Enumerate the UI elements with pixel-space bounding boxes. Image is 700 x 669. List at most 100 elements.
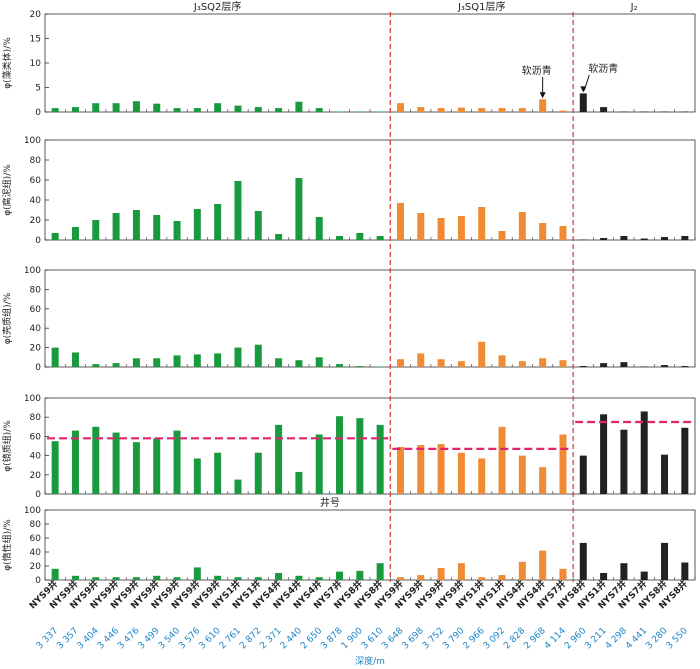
bar bbox=[112, 577, 120, 580]
bar bbox=[234, 347, 242, 367]
annotation-arrowhead bbox=[580, 86, 587, 93]
bar bbox=[295, 360, 303, 367]
bar bbox=[356, 570, 364, 580]
bar bbox=[275, 234, 283, 240]
bar bbox=[417, 353, 425, 367]
group-label: J₂ bbox=[630, 2, 638, 13]
bar bbox=[214, 452, 222, 494]
y-tick-label: 40 bbox=[30, 452, 42, 462]
bar bbox=[254, 211, 262, 240]
bar bbox=[71, 227, 79, 240]
bar bbox=[295, 471, 303, 494]
bar bbox=[92, 426, 100, 494]
bar bbox=[356, 233, 364, 240]
depth-label: 2 650 bbox=[299, 626, 324, 651]
y-tick-label: 60 bbox=[30, 534, 42, 544]
bar bbox=[153, 103, 161, 112]
y-tick-label: 20 bbox=[30, 344, 42, 354]
bar bbox=[214, 575, 222, 580]
y-tick-label: 100 bbox=[24, 266, 41, 276]
depth-label: 2 968 bbox=[522, 626, 547, 651]
bar bbox=[518, 455, 526, 494]
bar bbox=[112, 363, 120, 367]
bar bbox=[539, 467, 547, 494]
bar bbox=[437, 444, 445, 494]
y-axis-label: φ(惰性组)/% bbox=[1, 519, 13, 571]
bar bbox=[559, 434, 567, 494]
depth-label: 4 114 bbox=[543, 626, 568, 651]
bar bbox=[396, 359, 404, 367]
depth-label: 3 357 bbox=[55, 626, 80, 651]
annotation-label: 软沥青 bbox=[588, 62, 618, 75]
bar bbox=[478, 577, 486, 580]
bar bbox=[600, 238, 608, 240]
bar bbox=[681, 111, 689, 113]
bar bbox=[620, 236, 628, 240]
depth-label: 2 872 bbox=[238, 626, 263, 651]
panel-frame bbox=[44, 13, 696, 113]
bar bbox=[498, 355, 506, 367]
depth-label: 3 610 bbox=[197, 626, 222, 651]
bar bbox=[193, 567, 201, 580]
y-tick-label: 80 bbox=[30, 520, 42, 530]
bar bbox=[478, 108, 486, 112]
bar bbox=[173, 108, 181, 112]
bar bbox=[214, 204, 222, 240]
y-tick-label: 100 bbox=[24, 394, 41, 404]
depth-label: 3 092 bbox=[482, 626, 507, 651]
bar bbox=[336, 416, 344, 494]
y-axis-label: φ(壳质组)/% bbox=[1, 292, 13, 344]
bar bbox=[620, 362, 628, 367]
bar bbox=[71, 107, 79, 112]
depth-label: 3 337 bbox=[35, 626, 60, 651]
bar bbox=[661, 542, 669, 580]
y-tick-label: 20 bbox=[30, 216, 42, 226]
y-tick-label: 0 bbox=[35, 108, 41, 118]
bar bbox=[295, 178, 303, 240]
bar bbox=[336, 364, 344, 367]
bar bbox=[173, 430, 181, 494]
y-tick-label: 40 bbox=[30, 196, 42, 206]
depth-label: 2 761 bbox=[218, 626, 243, 651]
bar bbox=[356, 111, 364, 113]
bar bbox=[214, 103, 222, 112]
bar bbox=[71, 430, 79, 494]
bar bbox=[600, 414, 608, 494]
bar bbox=[620, 111, 628, 113]
depth-label: 3 878 bbox=[319, 626, 344, 651]
depth-label: 1 900 bbox=[340, 626, 365, 651]
bar bbox=[173, 355, 181, 367]
bar bbox=[92, 220, 100, 240]
y-axis-label: φ(镜质组)/% bbox=[1, 420, 13, 472]
bar bbox=[132, 577, 140, 580]
bar bbox=[579, 93, 587, 112]
bar bbox=[579, 239, 587, 241]
bar bbox=[539, 223, 547, 240]
y-tick-label: 100 bbox=[24, 136, 41, 146]
bar bbox=[498, 231, 506, 240]
y-tick-label: 5 bbox=[35, 84, 41, 94]
bar bbox=[295, 575, 303, 580]
y-tick-label: 20 bbox=[30, 471, 42, 481]
depth-label: 3 576 bbox=[177, 626, 202, 651]
bar bbox=[417, 575, 425, 580]
y-tick-label: 0 bbox=[35, 236, 41, 246]
bar bbox=[336, 571, 344, 580]
bar bbox=[620, 563, 628, 580]
y-tick-label: 15 bbox=[30, 35, 41, 45]
bar bbox=[112, 103, 120, 112]
y-tick-label: 20 bbox=[30, 10, 42, 20]
bar bbox=[193, 108, 201, 112]
bar bbox=[661, 454, 669, 494]
bar bbox=[275, 424, 283, 494]
bar bbox=[51, 108, 59, 112]
bar bbox=[336, 236, 344, 240]
bar bbox=[539, 550, 547, 580]
bar bbox=[579, 455, 587, 494]
bar bbox=[376, 424, 384, 494]
annotation-label: 软沥青 bbox=[522, 64, 552, 77]
bar bbox=[315, 434, 323, 494]
bar bbox=[396, 446, 404, 494]
depth-label: 2 828 bbox=[502, 626, 527, 651]
bar bbox=[112, 213, 120, 240]
